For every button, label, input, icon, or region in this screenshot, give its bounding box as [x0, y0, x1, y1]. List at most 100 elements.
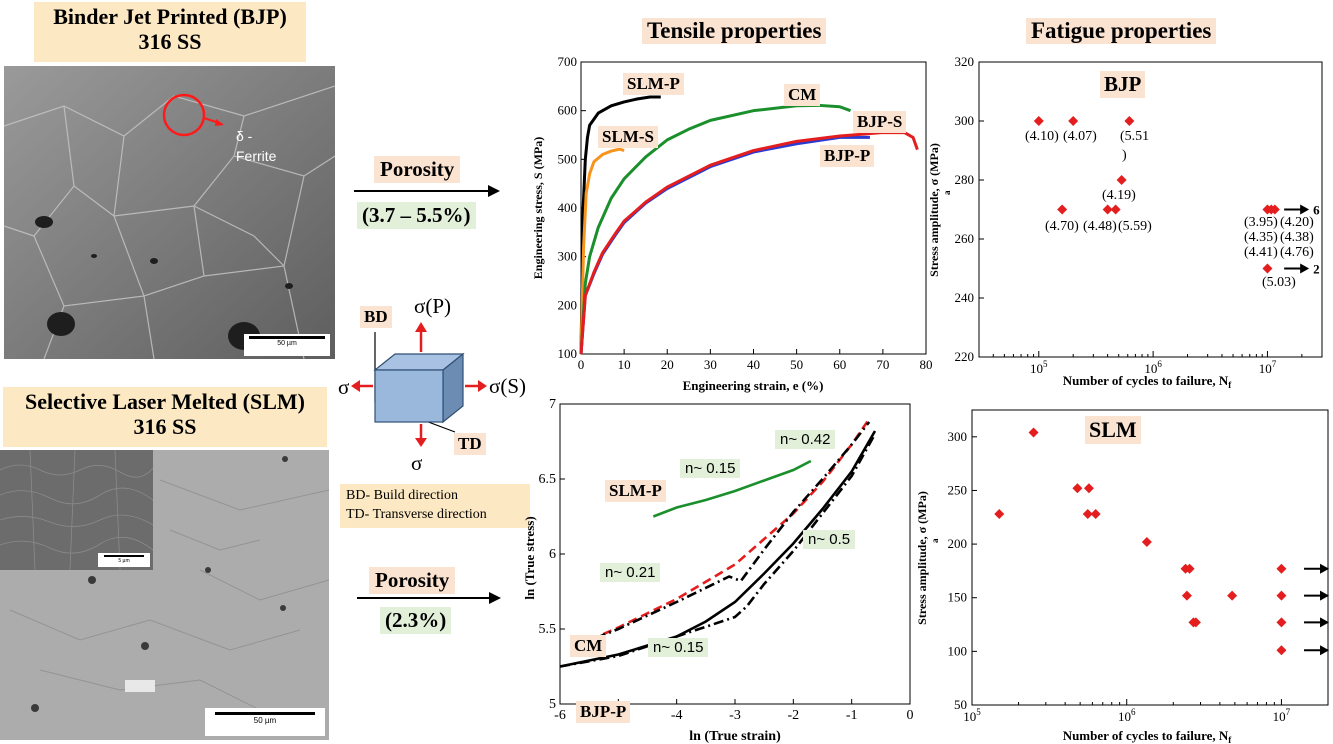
fatigue-point [1124, 116, 1135, 126]
fatigue-bjp-plot-frame [978, 61, 1323, 358]
fatigue-bjp-label: (4.70) [1045, 219, 1079, 234]
fatigue-slm-xlabel: Number of cycles to failure, Nf [1063, 728, 1233, 744]
fatigue-point [1276, 590, 1287, 601]
fatigue-point [1057, 204, 1068, 215]
y-tick-label: 6 [549, 547, 556, 562]
x-tick-label: 106 [1144, 359, 1162, 376]
td-label: TD [454, 433, 486, 455]
tensile-series-line [579, 147, 625, 355]
fatigue-bjp-label: (4.48) [1083, 219, 1117, 234]
fatigue-point [1102, 204, 1113, 215]
fatigue-point [1110, 204, 1121, 215]
runout-arrow-head [1300, 263, 1310, 274]
bjp-title-line1: Binder Jet Printed (BJP) [53, 4, 287, 29]
fatigue-bjp-label: ) [1122, 148, 1127, 163]
sigma-p-label: σ(P) [414, 294, 451, 318]
fatigue-point [1276, 617, 1287, 628]
fatigue-point [1083, 483, 1094, 494]
y-tick-label: 100 [948, 643, 968, 658]
y-tick-label: 300 [948, 429, 968, 444]
fatigue-bjp-ylabel: Stress amplitude, σ (MPa) [927, 143, 941, 277]
fatigue-bjp-label: (4.19) [1102, 188, 1136, 203]
tensile-label-cm: CM [784, 84, 821, 106]
fatigue-bjp-xlabel: Number of cycles to failure, Nf [1063, 373, 1233, 390]
x-tick-label: 107 [1259, 359, 1277, 376]
fatigue-bjp-label: (4.20) [1280, 215, 1314, 230]
fatigue-bjp-ylabel-sub: a [942, 190, 952, 195]
x-tick-label: 60 [833, 357, 846, 372]
y-tick-label: 260 [955, 231, 975, 246]
runout-count: 2 [1313, 262, 1320, 277]
fatigue-point [1072, 483, 1083, 494]
y-tick-label: 5.5 [539, 622, 557, 637]
fatigue-point [1033, 116, 1044, 126]
fatigue-point [1276, 645, 1287, 656]
ferrite-annotation-line1: δ - [236, 128, 253, 144]
fatigue-bjp-label: (4.41) [1244, 245, 1278, 260]
slm-inset-scale-bar: 5 µm [98, 553, 150, 567]
x-tick-label: -4 [671, 708, 683, 723]
x-tick-label: 105 [1030, 359, 1048, 376]
hardening-xlabel: ln (True strain) [689, 729, 781, 744]
fatigue-point [1068, 116, 1079, 126]
slm-inset-scale-label: 5 µm [118, 558, 130, 564]
y-tick-label: 600 [558, 103, 578, 118]
fatigue-title: Fatigue properties [1026, 18, 1217, 44]
x-tick-label: 106 [1118, 707, 1136, 724]
bjp-scale-label: 50 µm [277, 340, 297, 347]
fatigue-bjp-label: (3.95) [1244, 215, 1278, 230]
fatigue-point [1181, 590, 1192, 601]
y-tick-label: 700 [558, 54, 578, 69]
tensile-label-slm-p: SLM-P [623, 73, 684, 95]
y-tick-label: 250 [948, 482, 968, 497]
bd-label: BD [360, 306, 392, 328]
tensile-chart: 0 10 20 30 40 50 60 70 80 100 200 300 400 500 600 700 E… [531, 54, 933, 393]
x-tick-label: 0 [907, 708, 914, 723]
hardening-n-slm: n~ 0.15 [680, 459, 741, 478]
x-tick-label: 80 [920, 357, 933, 372]
ferrite-annotation-line2: Ferrite [236, 148, 277, 165]
x-tick-label: -3 [729, 708, 741, 723]
direction-legend-line1: BD- Build direction [346, 488, 458, 503]
porosity-bjp-label: Porosity [374, 156, 461, 183]
fatigue-point [994, 509, 1005, 520]
slm-scale-bar: 50 µm [205, 708, 325, 736]
y-tick-label: 300 [955, 113, 975, 128]
direction-legend-line2: TD- Transverse direction [346, 506, 487, 522]
hardening-plot-frame [559, 403, 911, 705]
fatigue-bjp-label: (4.35) [1244, 230, 1278, 245]
x-tick-label: 107 [1273, 707, 1291, 724]
runout-arrow-head [1320, 563, 1330, 574]
fatigue-bjp-label: (5.03) [1262, 275, 1296, 290]
x-tick-label: -2 [787, 708, 799, 723]
fatigue-bjp-label: (4.10) [1025, 129, 1059, 144]
tensile-title: Tensile properties [642, 18, 827, 44]
fatigue-bjp-label: (5.59) [1118, 219, 1152, 234]
tensile-series-line [579, 135, 870, 355]
fatigue-point [1262, 263, 1273, 274]
direction-cube-art [351, 322, 487, 447]
fatigue-point [1116, 175, 1127, 185]
sigma-left-label: σ [338, 375, 350, 399]
sigma-bottom-label: σ [411, 451, 423, 475]
slm-micrograph: 5 µm 50 µm [0, 450, 329, 740]
fatigue-slm-ylabel: Stress amplitude, σ (MPa) [915, 491, 929, 625]
y-tick-label: 320 [955, 54, 975, 69]
fatigue-bjp-label: (4.07) [1063, 129, 1097, 144]
y-tick-label: 7 [549, 398, 556, 412]
y-tick-label: 500 [558, 151, 578, 166]
porosity-slm-label: Porosity [369, 567, 456, 594]
hardening-label-slm-p: SLM-P [605, 480, 666, 502]
hardening-n-cm-high: n~ 0.42 [775, 430, 836, 449]
x-tick-label: 30 [704, 357, 717, 372]
fatigue-bjp-chart: 220 240 260 280 300 320 105 106 107 6 2 Number of… [927, 54, 1323, 390]
hardening-n-cm-low: n~ 0.21 [600, 563, 661, 582]
hardening-ylabel: ln (True stress) [522, 516, 537, 599]
porosity-slm-value: (2.3%) [380, 607, 452, 634]
hardening-series-line [652, 459, 812, 518]
ferrite-highlight-circle [162, 93, 206, 137]
porosity-slm-arrow [357, 592, 501, 604]
x-tick-label: 50 [790, 357, 803, 372]
